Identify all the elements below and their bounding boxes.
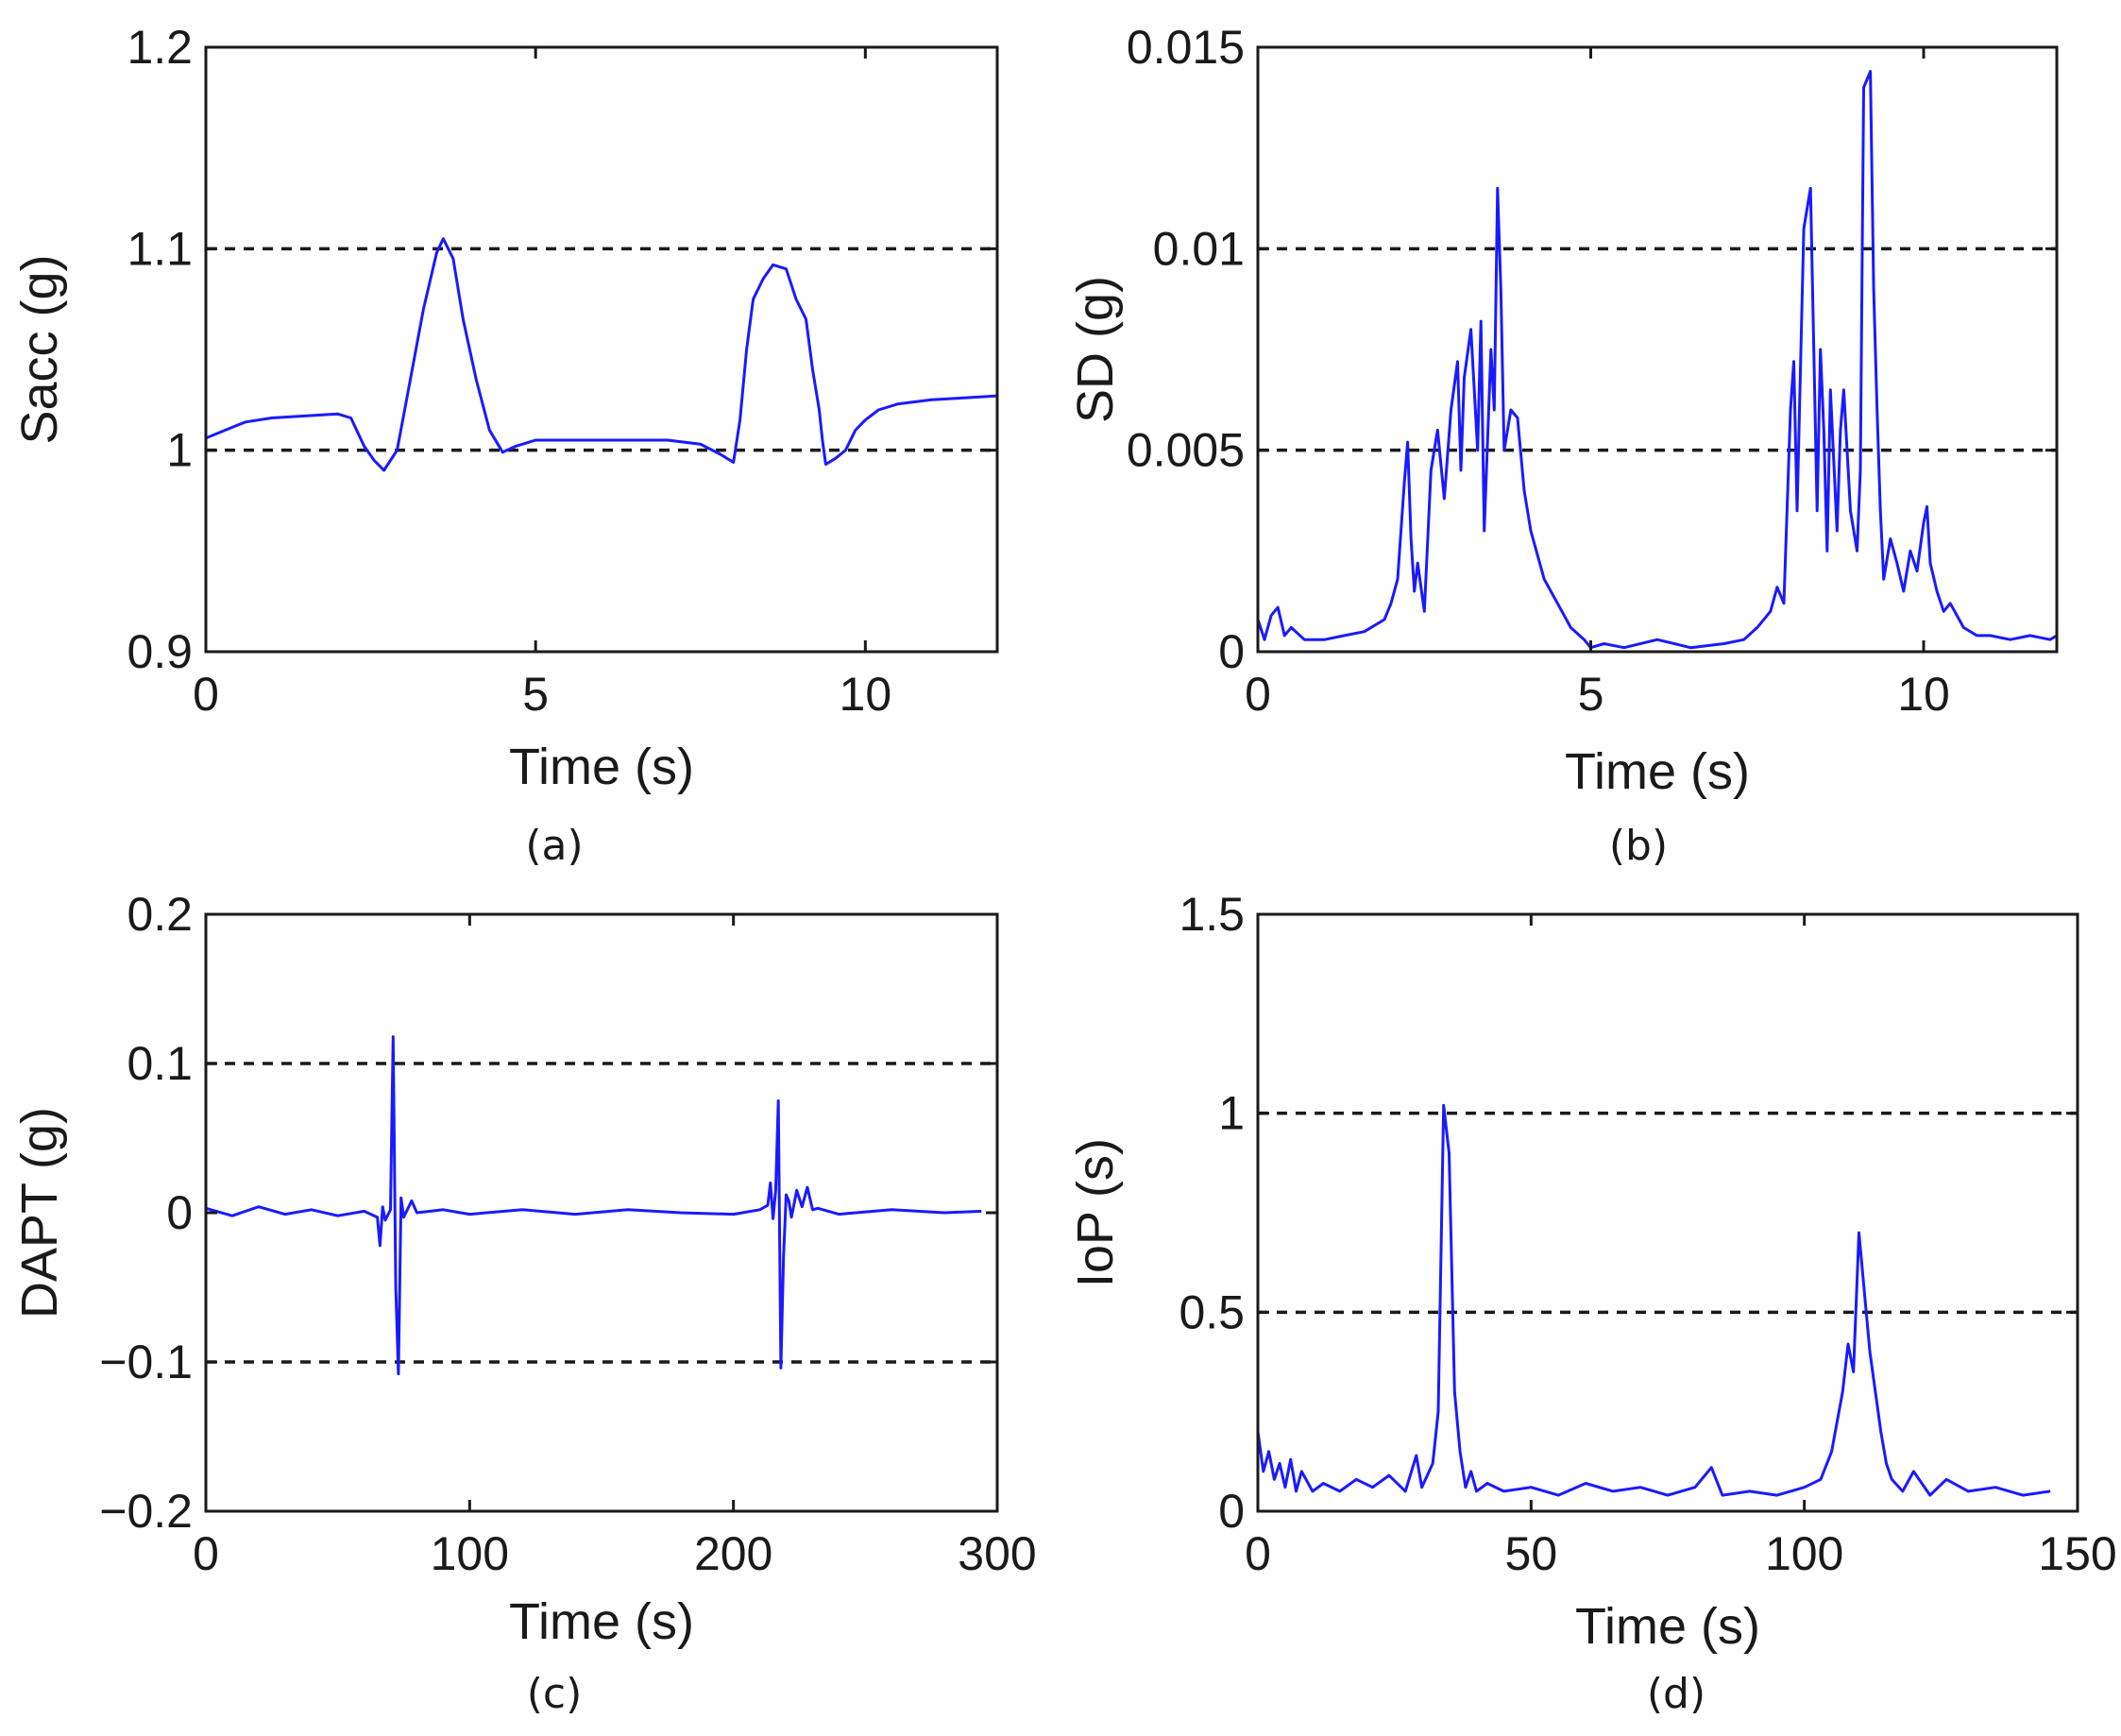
- panel-c: 0 100 200 300 −0.2 −0.1 0 0.1 0.2 Time (s) DAPT (g…: [11, 888, 1037, 1718]
- panel-b-y-tick-label: 0.01: [1153, 222, 1245, 275]
- panel-c-x-tick-label: 0: [193, 1527, 219, 1580]
- panel-a-plot-area: [206, 47, 997, 652]
- panel-c-x-tick-label: 100: [431, 1527, 509, 1580]
- panel-c-y-axis-label: DAPT (g): [11, 1107, 68, 1319]
- panel-d-x-tick-label: 150: [2038, 1527, 2116, 1580]
- panel-a-y-tick-label: 1.2: [127, 21, 193, 74]
- panel-a-x-tick-label: 5: [522, 668, 549, 721]
- panel-d: 0 50 100 150 0 0.5 1 1.5 Time (s) IoP (s) (d): [1067, 888, 2117, 1718]
- panel-d-y-tick-label: 0: [1218, 1485, 1245, 1538]
- panel-a-x-tick-label: 10: [840, 668, 892, 721]
- panel-c-x-tick-label: 200: [694, 1527, 772, 1580]
- panel-d-axes-frame: [1256, 912, 2079, 1513]
- panel-b: 0 5 10 0 0.005 0.01 0.015 Time (s) SD (g) (b): [1067, 21, 2059, 870]
- panel-a-axes-frame: [204, 45, 999, 654]
- panel-a-x-axis-label: Time (s): [509, 739, 694, 795]
- panel-b-series-sd-line: [1256, 70, 2058, 650]
- panel-c-y-tick-label: 0.2: [127, 888, 193, 941]
- panel-a-caption: (a): [525, 822, 583, 870]
- panel-d-y-tick-label: 1.5: [1179, 888, 1245, 941]
- panel-b-axes-frame: [1256, 45, 2059, 654]
- panel-d-caption: (d): [1647, 1670, 1705, 1718]
- panel-c-y-tick-label: −0.1: [99, 1336, 193, 1388]
- panel-a-y-tick-label: 1.1: [127, 222, 193, 275]
- panel-d-series-iop-line: [1256, 1103, 2051, 1497]
- panel-c-y-tick-label: 0: [166, 1186, 193, 1239]
- panel-b-caption: (b): [1609, 822, 1668, 870]
- panel-d-plot-area: [1258, 914, 2078, 1511]
- panel-b-plot-area: [1258, 47, 2057, 652]
- panel-c-caption: (c): [527, 1670, 583, 1718]
- panel-c-y-tick-label: 0.1: [127, 1037, 193, 1090]
- panel-d-x-tick-label: 0: [1245, 1527, 1271, 1580]
- panel-b-x-tick-label: 5: [1578, 668, 1604, 721]
- panel-d-y-axis-label: IoP (s): [1067, 1138, 1124, 1287]
- panel-b-x-tick-label: 0: [1245, 668, 1271, 721]
- panel-c-series-dapt-line: [205, 1035, 982, 1376]
- panel-b-y-tick-label: 0.015: [1127, 21, 1245, 74]
- panel-a-y-tick-label: 0.9: [127, 625, 193, 678]
- panel-b-y-axis-label: SD (g): [1067, 276, 1124, 423]
- panel-a-x-tick-label: 0: [193, 668, 219, 721]
- panel-b-y-tick-label: 0.005: [1127, 424, 1245, 477]
- panel-b-x-axis-label: Time (s): [1565, 743, 1750, 800]
- panel-d-x-axis-label: Time (s): [1575, 1598, 1760, 1655]
- panel-d-x-tick-label: 100: [1765, 1527, 1843, 1580]
- panel-d-y-tick-label: 1: [1218, 1087, 1245, 1140]
- panel-c-x-tick-label: 300: [958, 1527, 1036, 1580]
- panel-a-series-sacc-line: [205, 237, 998, 472]
- panel-d-x-tick-label: 50: [1505, 1527, 1558, 1580]
- panel-a: 0 5 10 0.9 1 1.1 1.2 Time (s) Sacc (g) (a): [11, 21, 999, 870]
- panel-b-x-tick-label: 10: [1897, 668, 1950, 721]
- panel-a-y-axis-label: Sacc (g): [11, 254, 68, 444]
- panel-b-y-tick-label: 0: [1218, 625, 1245, 678]
- panel-a-y-tick-label: 1: [166, 424, 193, 477]
- panel-c-y-tick-label: −0.2: [99, 1485, 193, 1538]
- panel-c-x-axis-label: Time (s): [509, 1593, 694, 1650]
- panel-d-y-tick-label: 0.5: [1179, 1285, 1245, 1338]
